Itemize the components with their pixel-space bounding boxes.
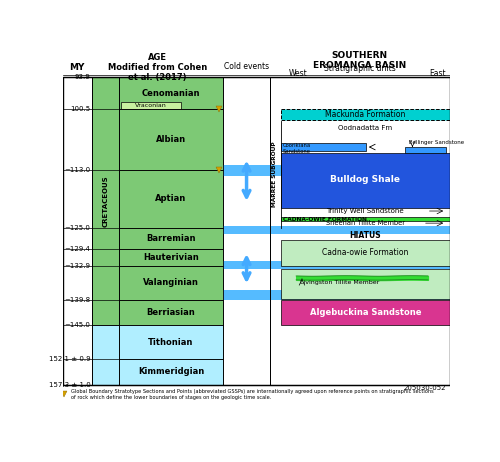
Bar: [280, 269, 450, 299]
Bar: [118, 266, 224, 300]
Bar: [62, 77, 92, 384]
Bar: [118, 325, 224, 359]
Bar: [62, 77, 450, 384]
Bar: [280, 153, 450, 207]
Text: Bellinger Sandstone: Bellinger Sandstone: [408, 140, 464, 145]
Bar: [118, 170, 224, 228]
Text: ~139.8: ~139.8: [64, 297, 90, 303]
Text: Kimmeridgian: Kimmeridgian: [138, 367, 204, 377]
Text: 157.3 ± 1.0: 157.3 ± 1.0: [48, 382, 90, 388]
Text: Global Boundary Stratotype Sections and Points (abbreviated GSSPs) are internati: Global Boundary Stratotype Sections and …: [71, 389, 434, 400]
Text: Bulldog Shale: Bulldog Shale: [330, 175, 400, 184]
Text: HIATUS: HIATUS: [350, 231, 381, 240]
Text: Albian: Albian: [156, 135, 186, 144]
Bar: [118, 359, 224, 384]
Bar: [118, 228, 224, 249]
Bar: [224, 225, 450, 234]
Bar: [280, 109, 450, 121]
Text: ~125.0: ~125.0: [64, 225, 90, 231]
Text: SOUTHERN
EROMANGA BASIN: SOUTHERN EROMANGA BASIN: [314, 50, 406, 70]
Bar: [280, 143, 366, 152]
Text: Hauterivian: Hauterivian: [143, 253, 199, 262]
Text: Cenomanian: Cenomanian: [142, 89, 200, 98]
Text: East: East: [430, 69, 446, 78]
Text: Stratigraphic units: Stratigraphic units: [324, 64, 396, 73]
Bar: [280, 217, 450, 221]
Text: 152.1 ± 0.9: 152.1 ± 0.9: [49, 356, 90, 362]
Bar: [404, 146, 446, 153]
Text: Mackunda Formation: Mackunda Formation: [325, 110, 406, 119]
Text: CADNA-OWIE FORMATION: CADNA-OWIE FORMATION: [282, 217, 366, 221]
Text: 205030-052: 205030-052: [404, 385, 446, 391]
Bar: [120, 102, 180, 109]
Bar: [92, 77, 118, 325]
Text: Berriasian: Berriasian: [146, 308, 196, 317]
Bar: [224, 261, 450, 269]
Text: MARREE SUBGROUP: MARREE SUBGROUP: [272, 142, 278, 207]
Bar: [118, 249, 224, 266]
Text: Oodnadatta Fm: Oodnadatta Fm: [338, 125, 392, 131]
Bar: [92, 325, 118, 384]
Text: Aptian: Aptian: [156, 195, 186, 203]
Bar: [280, 300, 450, 325]
Text: Coorikiana
Sandstone: Coorikiana Sandstone: [282, 143, 310, 154]
Text: Tithonian: Tithonian: [148, 338, 194, 346]
Text: Algebuckina Sandstone: Algebuckina Sandstone: [310, 308, 421, 317]
Text: Trinity Well Sandstone: Trinity Well Sandstone: [326, 208, 404, 214]
Text: Sheehan Tillite Member: Sheehan Tillite Member: [326, 220, 405, 226]
Text: 93.9: 93.9: [74, 74, 90, 80]
Text: West: West: [289, 69, 308, 78]
Text: 100.5: 100.5: [70, 106, 90, 112]
Text: AGE
Modified from Cohen
et al. (2017): AGE Modified from Cohen et al. (2017): [108, 53, 207, 82]
Bar: [224, 290, 450, 300]
Text: CRETACEOUS: CRETACEOUS: [102, 175, 108, 227]
Bar: [280, 240, 450, 266]
Text: Vraconian: Vraconian: [134, 103, 166, 108]
Bar: [224, 165, 450, 176]
Text: Valanginian: Valanginian: [143, 279, 199, 287]
Bar: [118, 77, 224, 109]
Text: Cadna-owie Formation: Cadna-owie Formation: [322, 249, 408, 257]
Bar: [118, 300, 224, 325]
Bar: [118, 109, 224, 170]
Bar: [224, 77, 270, 384]
Text: Cold events: Cold events: [224, 62, 269, 71]
Text: ~145.0: ~145.0: [64, 322, 90, 328]
Text: Livingston Tillite Member: Livingston Tillite Member: [300, 280, 380, 285]
Text: Barremian: Barremian: [146, 234, 196, 243]
Bar: [270, 77, 450, 384]
Text: MY: MY: [70, 63, 84, 72]
Text: ~113.0: ~113.0: [64, 167, 90, 173]
Text: ~132.9: ~132.9: [64, 263, 90, 269]
Text: ~129.4: ~129.4: [64, 246, 90, 252]
